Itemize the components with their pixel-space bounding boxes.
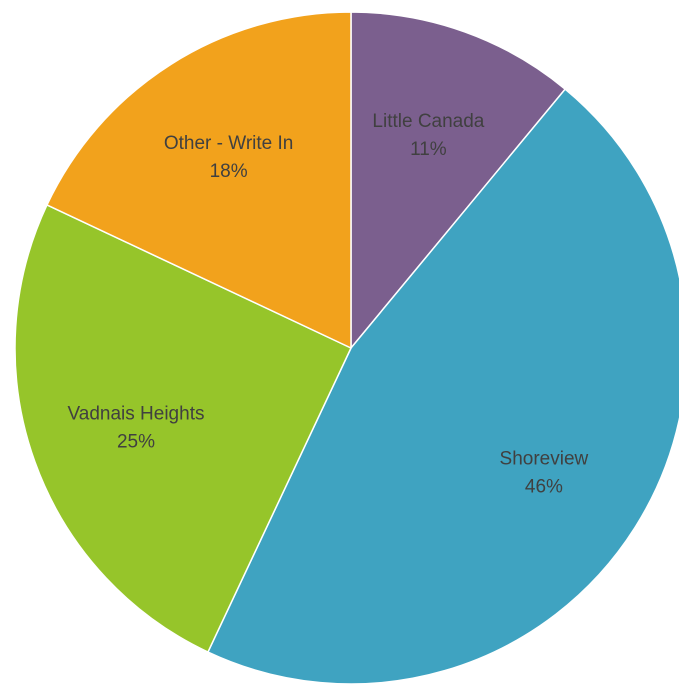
- slice-category-label: Shoreview: [500, 448, 589, 469]
- pie-slice-vadnais-heights: [14, 204, 352, 653]
- pie-slice-other-write-in: [46, 11, 352, 349]
- slice-category-label: Little Canada: [372, 111, 484, 132]
- slice-percent-label: 18%: [210, 161, 248, 182]
- slice-category-label: Other - Write In: [164, 133, 294, 154]
- pie-slice-shoreview: [207, 88, 679, 685]
- pie-slice-little-canada: [350, 11, 566, 349]
- slice-percent-label: 46%: [525, 476, 563, 497]
- slice-category-label: Vadnais Heights: [68, 403, 205, 424]
- slice-labels: Little Canada 11% Shoreview 46% Vadnais Heig…: [68, 111, 589, 497]
- slice-percent-label: 25%: [117, 431, 155, 452]
- slice-percent-label: 11%: [410, 139, 447, 160]
